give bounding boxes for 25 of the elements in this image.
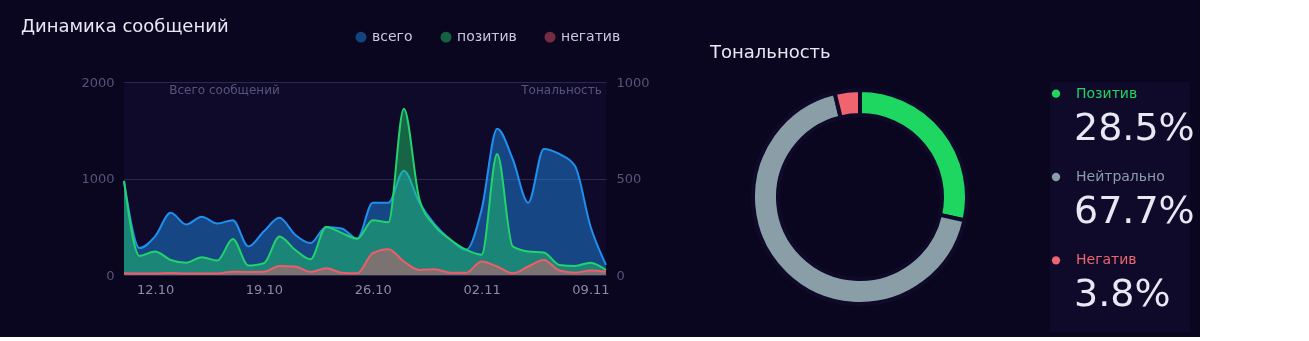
chart-title: Динамика сообщений [20, 15, 229, 36]
y-tick-label: 0 [106, 267, 115, 283]
legend-label: позитив [457, 28, 517, 45]
x-tick-label: 09.11 [572, 281, 610, 297]
y2-tick-label: 1000 [616, 74, 650, 90]
y-tick-label: 2000 [81, 74, 115, 90]
chart-title: Тональность [709, 41, 831, 62]
donut-slice [751, 91, 967, 306]
y-tick-label: 1000 [81, 171, 115, 186]
legend-label: Нейтрально [1076, 168, 1165, 184]
legend-label: Негатив [1076, 251, 1137, 268]
data-label: 67.7% [1074, 188, 1195, 232]
x-tick-label: 12.10 [136, 281, 175, 297]
legend-label: Позитив [1076, 84, 1138, 101]
data-label: 3.8% [1074, 271, 1171, 316]
x-tick-label: 02.11 [463, 281, 501, 297]
y-axis-title: Всего сообщений [169, 82, 280, 97]
y2-tick-label: 0 [616, 267, 625, 283]
data-label: 28.5% [1074, 104, 1195, 149]
legend-label: негатив [561, 28, 621, 45]
x-tick-label: 19.10 [245, 281, 284, 297]
legend-label: всего [372, 28, 413, 45]
x-tick-label: 26.10 [354, 281, 392, 297]
y2-axis-title: Тональность [520, 82, 602, 97]
y2-tick-label: 500 [616, 171, 642, 186]
